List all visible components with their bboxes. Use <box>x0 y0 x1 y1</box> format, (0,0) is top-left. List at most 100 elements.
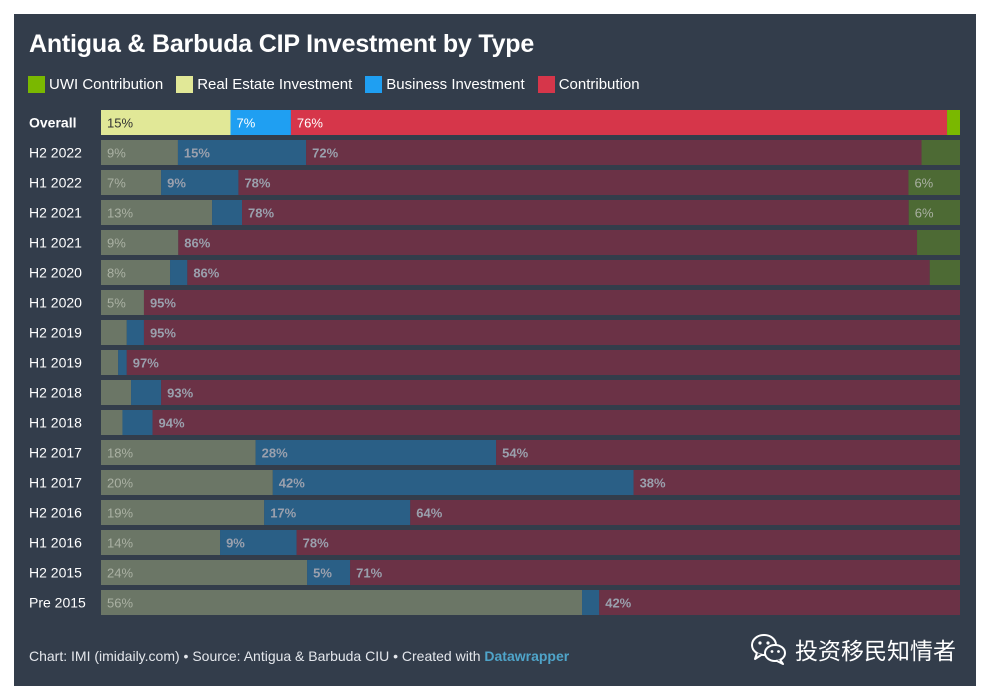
bar-h2-2020-contribution <box>187 260 930 285</box>
legend-swatch-real-estate-investment <box>176 76 194 93</box>
bar-h2-2015-business-investment <box>307 560 351 585</box>
bar-h2-2022-real-estate-investment <box>101 140 178 165</box>
bar-label-h1-2016-real-estate-investment: 14% <box>107 536 133 551</box>
bar-h1-2021-contribution <box>178 230 918 255</box>
bar-overall-contribution <box>290 110 948 135</box>
bar-overall-business-investment <box>230 110 291 135</box>
legend-swatch-business-investment <box>365 76 383 93</box>
row-label-h1-2017: H1 2017 <box>29 475 82 491</box>
legend-label-uwi-contribution: UWI Contribution <box>49 76 164 93</box>
footer-credit: Chart: IMI (imidaily.com) • Source: Anti… <box>29 648 485 664</box>
bar-label-h1-2016-business-investment: 9% <box>226 536 245 551</box>
bar-label-h1-2020-contribution: 95% <box>150 296 176 311</box>
bar-label-h2-2017-real-estate-investment: 18% <box>107 446 133 461</box>
bar-h2-2020-uwi-contribution <box>929 260 960 285</box>
bar-label-h2-2016-contribution: 64% <box>416 506 442 521</box>
bar-h1-2018-business-investment <box>122 410 153 435</box>
datawrapper-link[interactable]: Datawrapper <box>484 648 570 664</box>
bar-h2-2018-contribution <box>161 380 960 405</box>
bar-h1-2021-real-estate-investment <box>101 230 179 255</box>
bar-label-overall-business-investment: 7% <box>237 116 256 131</box>
bar-label-h1-2018-contribution: 94% <box>159 416 185 431</box>
bar-h2-2017-business-investment <box>255 440 497 465</box>
bar-label-pre-2015-real-estate-investment: 56% <box>107 596 133 611</box>
legend-label-business-investment: Business Investment <box>386 76 525 93</box>
bar-label-h2-2021-contribution: 78% <box>248 206 274 221</box>
bar-pre-2015-real-estate-investment <box>101 590 583 615</box>
bar-h2-2022-contribution <box>306 140 922 165</box>
bar-overall-real-estate-investment <box>101 110 231 135</box>
bar-h2-2017-real-estate-investment <box>101 440 256 465</box>
bar-label-h2-2021-real-estate-investment: 13% <box>107 206 133 221</box>
bar-h2-2021-uwi-contribution <box>908 200 960 225</box>
bar-h2-2022-business-investment <box>177 140 307 165</box>
bar-label-h2-2022-contribution: 72% <box>312 146 338 161</box>
bar-label-overall-real-estate-investment: 15% <box>107 116 133 131</box>
bar-overall-uwi-contribution <box>947 110 960 135</box>
bar-label-h2-2016-real-estate-investment: 19% <box>107 506 133 521</box>
legend-label-contribution: Contribution <box>558 76 640 93</box>
bar-label-overall-contribution: 76% <box>297 116 323 131</box>
bar-pre-2015-business-investment <box>582 590 600 615</box>
bar-h1-2019-real-estate-investment <box>101 350 119 375</box>
wechat-icon <box>751 634 786 665</box>
legend-item-real-estate-investment: Real Estate Investment <box>176 76 352 93</box>
bar-h2-2020-business-investment <box>170 260 188 285</box>
bar-label-h2-2015-real-estate-investment: 24% <box>107 566 133 581</box>
bar-h1-2020-contribution <box>143 290 960 315</box>
row-label-h1-2021: H1 2021 <box>29 235 82 251</box>
bar-pre-2015-contribution <box>599 590 960 615</box>
row-label-pre-2015: Pre 2015 <box>29 595 86 611</box>
bar-label-h1-2021-real-estate-investment: 9% <box>107 236 126 251</box>
bar-h1-2022-business-investment <box>161 170 239 195</box>
bar-h1-2017-contribution <box>633 470 960 495</box>
bar-label-h1-2017-real-estate-investment: 20% <box>107 476 133 491</box>
legend-swatch-contribution <box>537 76 555 93</box>
row-label-h2-2016: H2 2016 <box>29 505 82 521</box>
bar-h2-2016-real-estate-investment <box>101 500 265 525</box>
bar-h2-2015-contribution <box>350 560 960 585</box>
row-label-h1-2022: H1 2022 <box>29 175 82 191</box>
bar-h2-2019-business-investment <box>126 320 144 345</box>
bar-label-h1-2022-uwi-contribution: 6% <box>914 176 933 191</box>
row-label-h2-2020: H2 2020 <box>29 265 82 281</box>
bar-label-h2-2018-contribution: 93% <box>167 386 193 401</box>
bar-label-h1-2017-contribution: 38% <box>640 476 666 491</box>
bar-h2-2018-business-investment <box>131 380 162 405</box>
bar-h1-2016-real-estate-investment <box>101 530 221 555</box>
bar-h1-2019-contribution <box>126 350 960 375</box>
row-label-h2-2021: H2 2021 <box>29 205 82 221</box>
bar-h1-2022-real-estate-investment <box>101 170 162 195</box>
legend-item-uwi-contribution: UWI Contribution <box>28 76 163 93</box>
bar-label-h2-2020-real-estate-investment: 8% <box>107 266 126 281</box>
legend: UWI Contribution Real Estate Investment … <box>28 76 653 93</box>
bar-h2-2021-business-investment <box>212 200 243 225</box>
bar-label-h2-2017-contribution: 54% <box>502 446 528 461</box>
chart-title: Antigua & Barbuda CIP Investment by Type <box>29 30 535 58</box>
bar-h2-2016-contribution <box>410 500 960 525</box>
row-label-h2-2017: H2 2017 <box>29 445 82 461</box>
bar-h2-2019-contribution <box>143 320 960 345</box>
bar-h1-2022-contribution <box>238 170 909 195</box>
bar-label-h1-2022-contribution: 78% <box>244 176 270 191</box>
row-label-overall: Overall <box>29 115 76 131</box>
legend-label-real-estate-investment: Real Estate Investment <box>197 76 353 93</box>
bar-h2-2018-real-estate-investment <box>101 380 132 405</box>
bar-h1-2016-contribution <box>296 530 960 555</box>
bar-label-h1-2021-contribution: 86% <box>184 236 210 251</box>
chart-footer: Chart: IMI (imidaily.com) • Source: Anti… <box>29 648 569 664</box>
bar-label-h2-2017-business-investment: 28% <box>262 446 288 461</box>
legend-item-business-investment: Business Investment <box>365 76 525 93</box>
bar-label-h2-2016-business-investment: 17% <box>270 506 296 521</box>
watermark-text: 投资移民知情者 <box>795 638 956 664</box>
bar-h1-2016-business-investment <box>220 530 297 555</box>
bar-label-h1-2019-contribution: 97% <box>133 356 159 371</box>
bar-h1-2022-uwi-contribution <box>908 170 960 195</box>
bar-h1-2020-real-estate-investment <box>101 290 144 315</box>
bar-label-h1-2022-business-investment: 9% <box>167 176 186 191</box>
chart-panel: Antigua & Barbuda CIP Investment by Type… <box>14 14 976 686</box>
bar-h2-2019-real-estate-investment <box>101 320 127 345</box>
row-label-h2-2022: H2 2022 <box>29 145 82 161</box>
bar-h1-2021-uwi-contribution <box>917 230 960 255</box>
row-label-h1-2016: H1 2016 <box>29 535 82 551</box>
